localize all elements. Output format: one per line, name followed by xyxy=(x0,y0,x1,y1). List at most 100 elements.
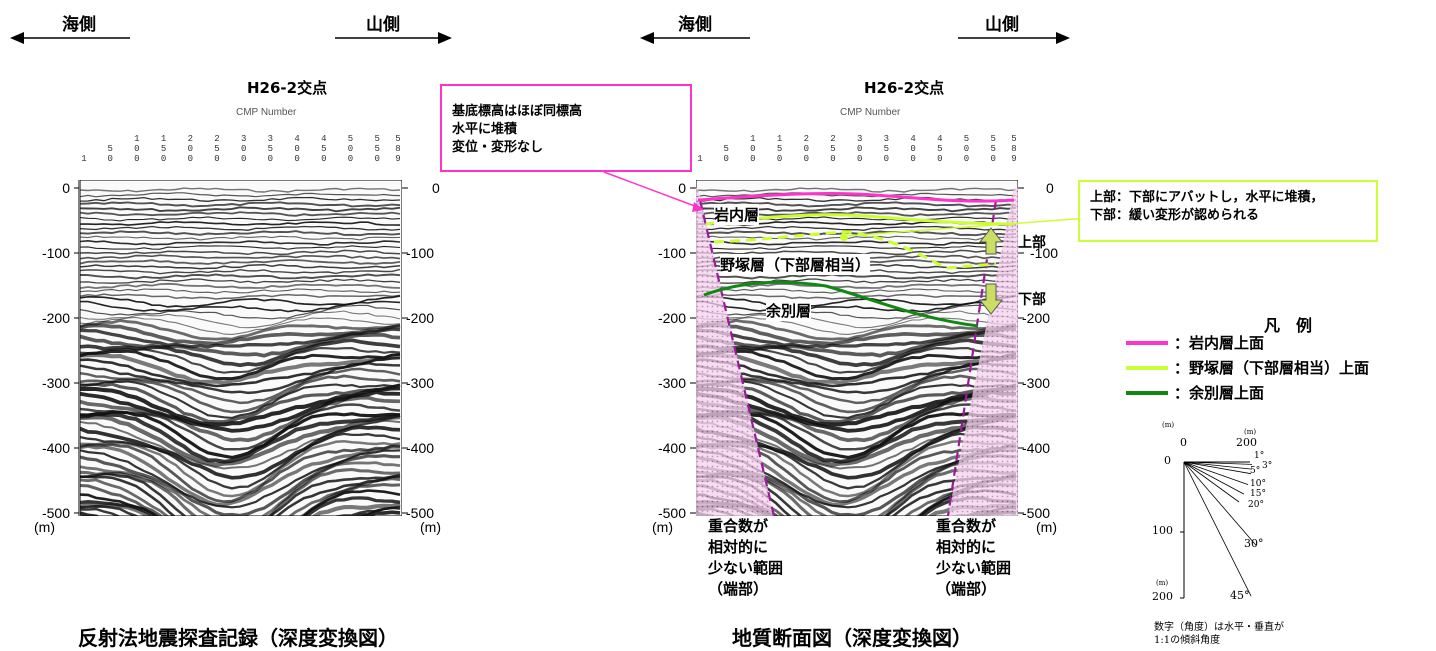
reflector xyxy=(80,192,401,198)
reflector xyxy=(80,415,401,468)
reflector xyxy=(80,440,401,498)
tick-300-right-r: -300 xyxy=(1022,375,1051,391)
reflector xyxy=(80,374,401,414)
right-cmp-tick-1: 1 xyxy=(697,154,703,164)
tick-300-left-r: -300 xyxy=(406,375,435,391)
tick-200-right-r: -200 xyxy=(1022,310,1051,326)
dip-line-10 xyxy=(1183,461,1249,485)
reflector xyxy=(696,201,1017,208)
reflector xyxy=(80,310,401,329)
end-label-left-line-3: 少ない範囲 xyxy=(708,559,784,577)
reflector xyxy=(80,187,401,193)
tick-400-right-r: -400 xyxy=(1022,440,1051,456)
tick-500-left: -500 xyxy=(41,505,70,521)
arrow-left-sea-left xyxy=(10,32,130,44)
reflector xyxy=(80,347,401,374)
reflector xyxy=(80,461,401,516)
reflector xyxy=(80,245,401,250)
end-label-left-line-1: 重合数が xyxy=(708,517,769,535)
layer-label-iwanai: 岩内層 xyxy=(714,204,760,225)
reflector xyxy=(80,201,401,208)
dip-note-line-1: 数字（角度）は水平・垂直が xyxy=(1154,622,1284,633)
unit-right: (m) xyxy=(652,519,673,535)
dip-line-45 xyxy=(1183,461,1252,597)
reflector xyxy=(80,268,401,275)
tick-400-left: -400 xyxy=(41,440,70,456)
tick-400-right: -400 xyxy=(657,440,686,456)
tick-100-left: -100 xyxy=(41,245,70,261)
reflector xyxy=(80,502,401,516)
legend-item-yobetsu: ：余別層上面 xyxy=(1126,382,1369,403)
annotation-line-1: 基底標高はほぼ同標高 xyxy=(452,104,583,119)
tick-500-right-r: -500 xyxy=(1022,505,1051,521)
legend-title: 凡 例 xyxy=(1264,316,1313,335)
sea-side-label-right: 海側 xyxy=(678,15,712,35)
dip-unit-h: (m) xyxy=(1244,428,1257,436)
reflector xyxy=(80,443,401,504)
reflector xyxy=(80,361,401,395)
reflector xyxy=(80,263,401,270)
dip-h-tick-0: 0 xyxy=(1180,436,1187,449)
tick-400-left-r: -400 xyxy=(406,440,435,456)
reflector xyxy=(696,316,1017,335)
reflector xyxy=(696,187,1017,193)
reflector xyxy=(696,327,1017,349)
reflector xyxy=(80,504,401,516)
reflector xyxy=(696,380,1017,419)
reflector xyxy=(80,332,401,358)
annotation-line-2: 水平に堆積 xyxy=(452,122,518,137)
reflector xyxy=(80,319,401,341)
reflector xyxy=(80,278,401,284)
reflector xyxy=(80,259,401,265)
dip-angle-15: 15° xyxy=(1250,489,1266,499)
upper-label: 上部 xyxy=(1018,235,1046,251)
unit-left-r: (m) xyxy=(420,519,441,535)
dip-line-3 xyxy=(1183,461,1252,470)
depth-axis-right-r xyxy=(1018,187,1024,514)
dip-angle-10: 10° xyxy=(1250,479,1266,489)
tick-0-left: 0 xyxy=(62,180,70,196)
tick-0-left-r: 0 xyxy=(432,180,440,196)
mountain-side-label-left: 山側 xyxy=(366,15,400,35)
depth-axis-left xyxy=(74,180,80,516)
legend-item-iwanai: ：岩内層上面 xyxy=(1126,332,1369,353)
arrow-right-mountain-right xyxy=(958,32,1070,44)
end-label-right-line-3: 少ない範囲 xyxy=(936,559,1012,577)
dip-angle-scale xyxy=(1180,461,1257,599)
reflector xyxy=(80,239,401,246)
reflector xyxy=(696,352,1017,385)
callout-line-1: 上部：下部にアバットし，水平に堆積， xyxy=(1090,190,1324,205)
dip-v-tick-100: 100 xyxy=(1152,524,1173,537)
arrow-right-mountain-left xyxy=(335,32,452,44)
tick-100-left-r: -100 xyxy=(406,245,435,261)
dip-line-15 xyxy=(1183,461,1245,495)
end-zone-label-left: 重合数が 相対的に 少ない範囲 （端部） xyxy=(708,516,783,600)
dip-unit-v: (m) xyxy=(1156,579,1169,587)
tick-300-left: -300 xyxy=(41,375,70,391)
tick-200-left: -200 xyxy=(41,310,70,326)
yobetsu-top-horizon xyxy=(703,280,979,328)
reflector xyxy=(80,482,401,516)
annotation-line-3: 変位・変形なし xyxy=(452,140,544,155)
legend-swatch-iwanai xyxy=(1126,340,1168,345)
reflector xyxy=(80,211,401,217)
tick-100-right-r: -100 xyxy=(1030,245,1059,261)
reflector xyxy=(696,361,1017,395)
dip-angle-1: 1° xyxy=(1254,451,1265,461)
cmp-axis-label-right: CMP Number xyxy=(840,107,901,118)
